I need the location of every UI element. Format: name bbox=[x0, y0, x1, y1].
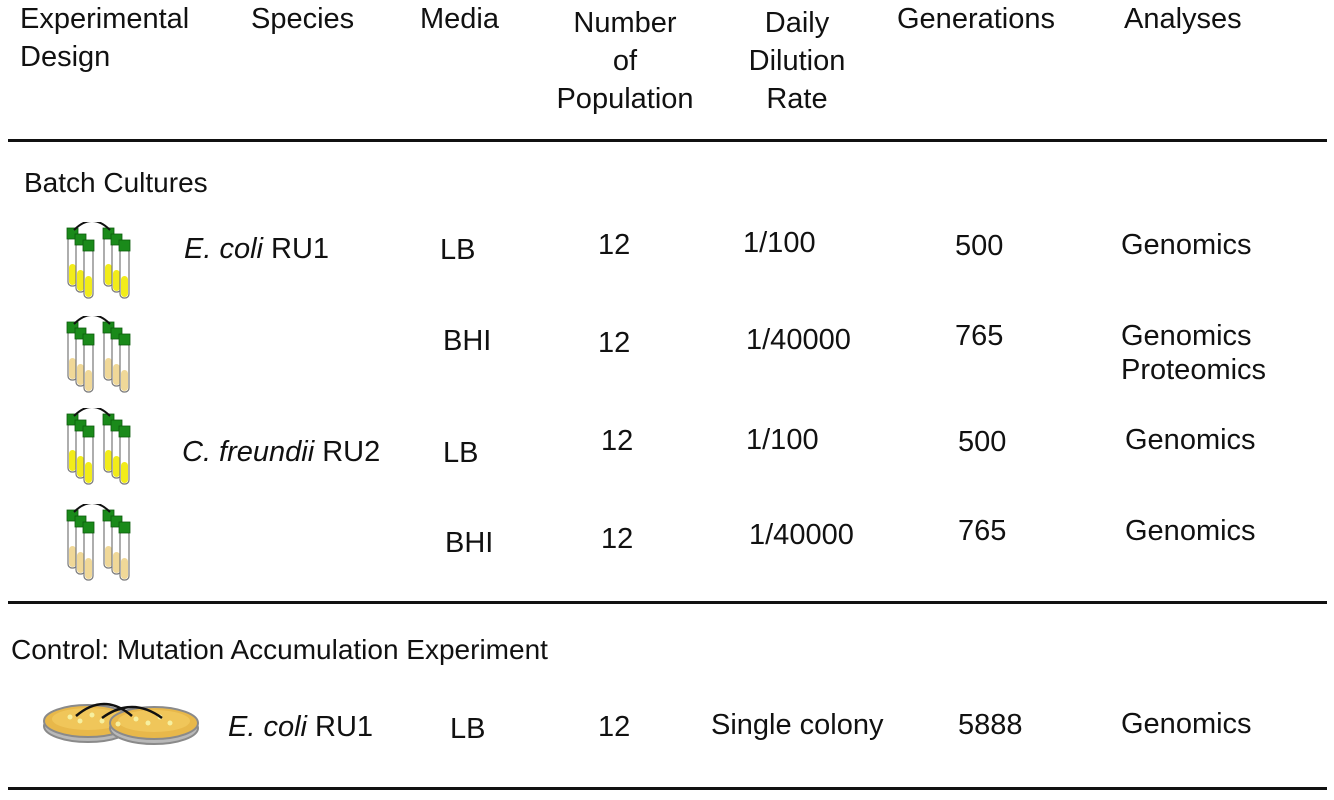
species-cell: E. coli RU1 bbox=[228, 711, 374, 743]
tube-group bbox=[102, 509, 131, 581]
populations-cell: 12 bbox=[598, 327, 631, 359]
transfer-arc-2 bbox=[101, 705, 163, 720]
tube-group bbox=[66, 413, 95, 485]
tube-group bbox=[102, 413, 131, 485]
transfer-arc bbox=[73, 504, 111, 513]
populations-cell: 12 bbox=[601, 523, 634, 555]
media-cell: BHI bbox=[443, 325, 492, 357]
analyses-cell: Genomics bbox=[1121, 708, 1252, 740]
section-title-batch-cultures: Batch Cultures bbox=[24, 167, 208, 198]
section-title-control: Control: Mutation Accumulation Experimen… bbox=[11, 634, 548, 665]
populations-cell: 12 bbox=[598, 711, 631, 743]
species-cell: E. coli RU1 bbox=[184, 233, 330, 265]
analyses-cell: Genomics bbox=[1125, 424, 1256, 456]
header-generations: Generations bbox=[897, 3, 1055, 35]
tube-group bbox=[102, 227, 131, 299]
header-species: Species bbox=[251, 3, 355, 35]
generations-cell: 500 bbox=[955, 230, 1004, 262]
header-number-of-population: Number of Population bbox=[556, 7, 694, 115]
tube-group bbox=[66, 227, 95, 299]
media-cell: LB bbox=[443, 437, 479, 469]
section-divider bbox=[8, 601, 1327, 604]
colony-streaks bbox=[67, 712, 173, 727]
tube-group bbox=[102, 321, 131, 393]
generations-cell: 500 bbox=[958, 426, 1007, 458]
test-tubes-yellow-icon bbox=[66, 408, 131, 485]
transfer-arc-1 bbox=[75, 702, 133, 717]
populations-cell: 12 bbox=[598, 229, 631, 261]
test-tubes-yellow-icon bbox=[66, 222, 131, 299]
tube-group bbox=[66, 321, 95, 393]
generations-cell: 5888 bbox=[958, 709, 1023, 741]
bottom-divider bbox=[8, 787, 1327, 790]
media-cell: BHI bbox=[445, 527, 494, 559]
petri-dishes-icon bbox=[43, 702, 199, 745]
header-daily-dilution-rate: Daily Dilution Rate bbox=[748, 7, 846, 115]
test-tubes-beige-icon bbox=[66, 316, 131, 393]
transfer-arc bbox=[73, 222, 111, 231]
test-tubes-beige-icon bbox=[66, 504, 131, 581]
generations-cell: 765 bbox=[955, 320, 1004, 352]
species-cell: C. freundii RU2 bbox=[182, 436, 381, 468]
analyses-cell: Genomics Proteomics bbox=[1121, 320, 1267, 386]
analyses-cell: Genomics bbox=[1121, 229, 1252, 261]
dilution-cell: 1/100 bbox=[743, 227, 816, 259]
generations-cell: 765 bbox=[958, 515, 1007, 547]
header-experimental-design: Experimental Design bbox=[20, 3, 190, 73]
dilution-cell: 1/40000 bbox=[749, 519, 854, 551]
media-cell: LB bbox=[450, 713, 486, 745]
dilution-cell: 1/40000 bbox=[746, 324, 851, 356]
transfer-arc bbox=[73, 408, 111, 417]
header-media: Media bbox=[420, 3, 499, 35]
tube-group bbox=[66, 509, 95, 581]
dilution-cell: 1/100 bbox=[746, 424, 819, 456]
header-divider bbox=[8, 139, 1327, 142]
transfer-arc bbox=[73, 316, 111, 325]
header-analyses: Analyses bbox=[1124, 3, 1242, 35]
populations-cell: 12 bbox=[601, 425, 634, 457]
analyses-cell: Genomics bbox=[1125, 515, 1256, 547]
dilution-cell: Single colony bbox=[711, 709, 884, 741]
media-cell: LB bbox=[440, 234, 476, 266]
